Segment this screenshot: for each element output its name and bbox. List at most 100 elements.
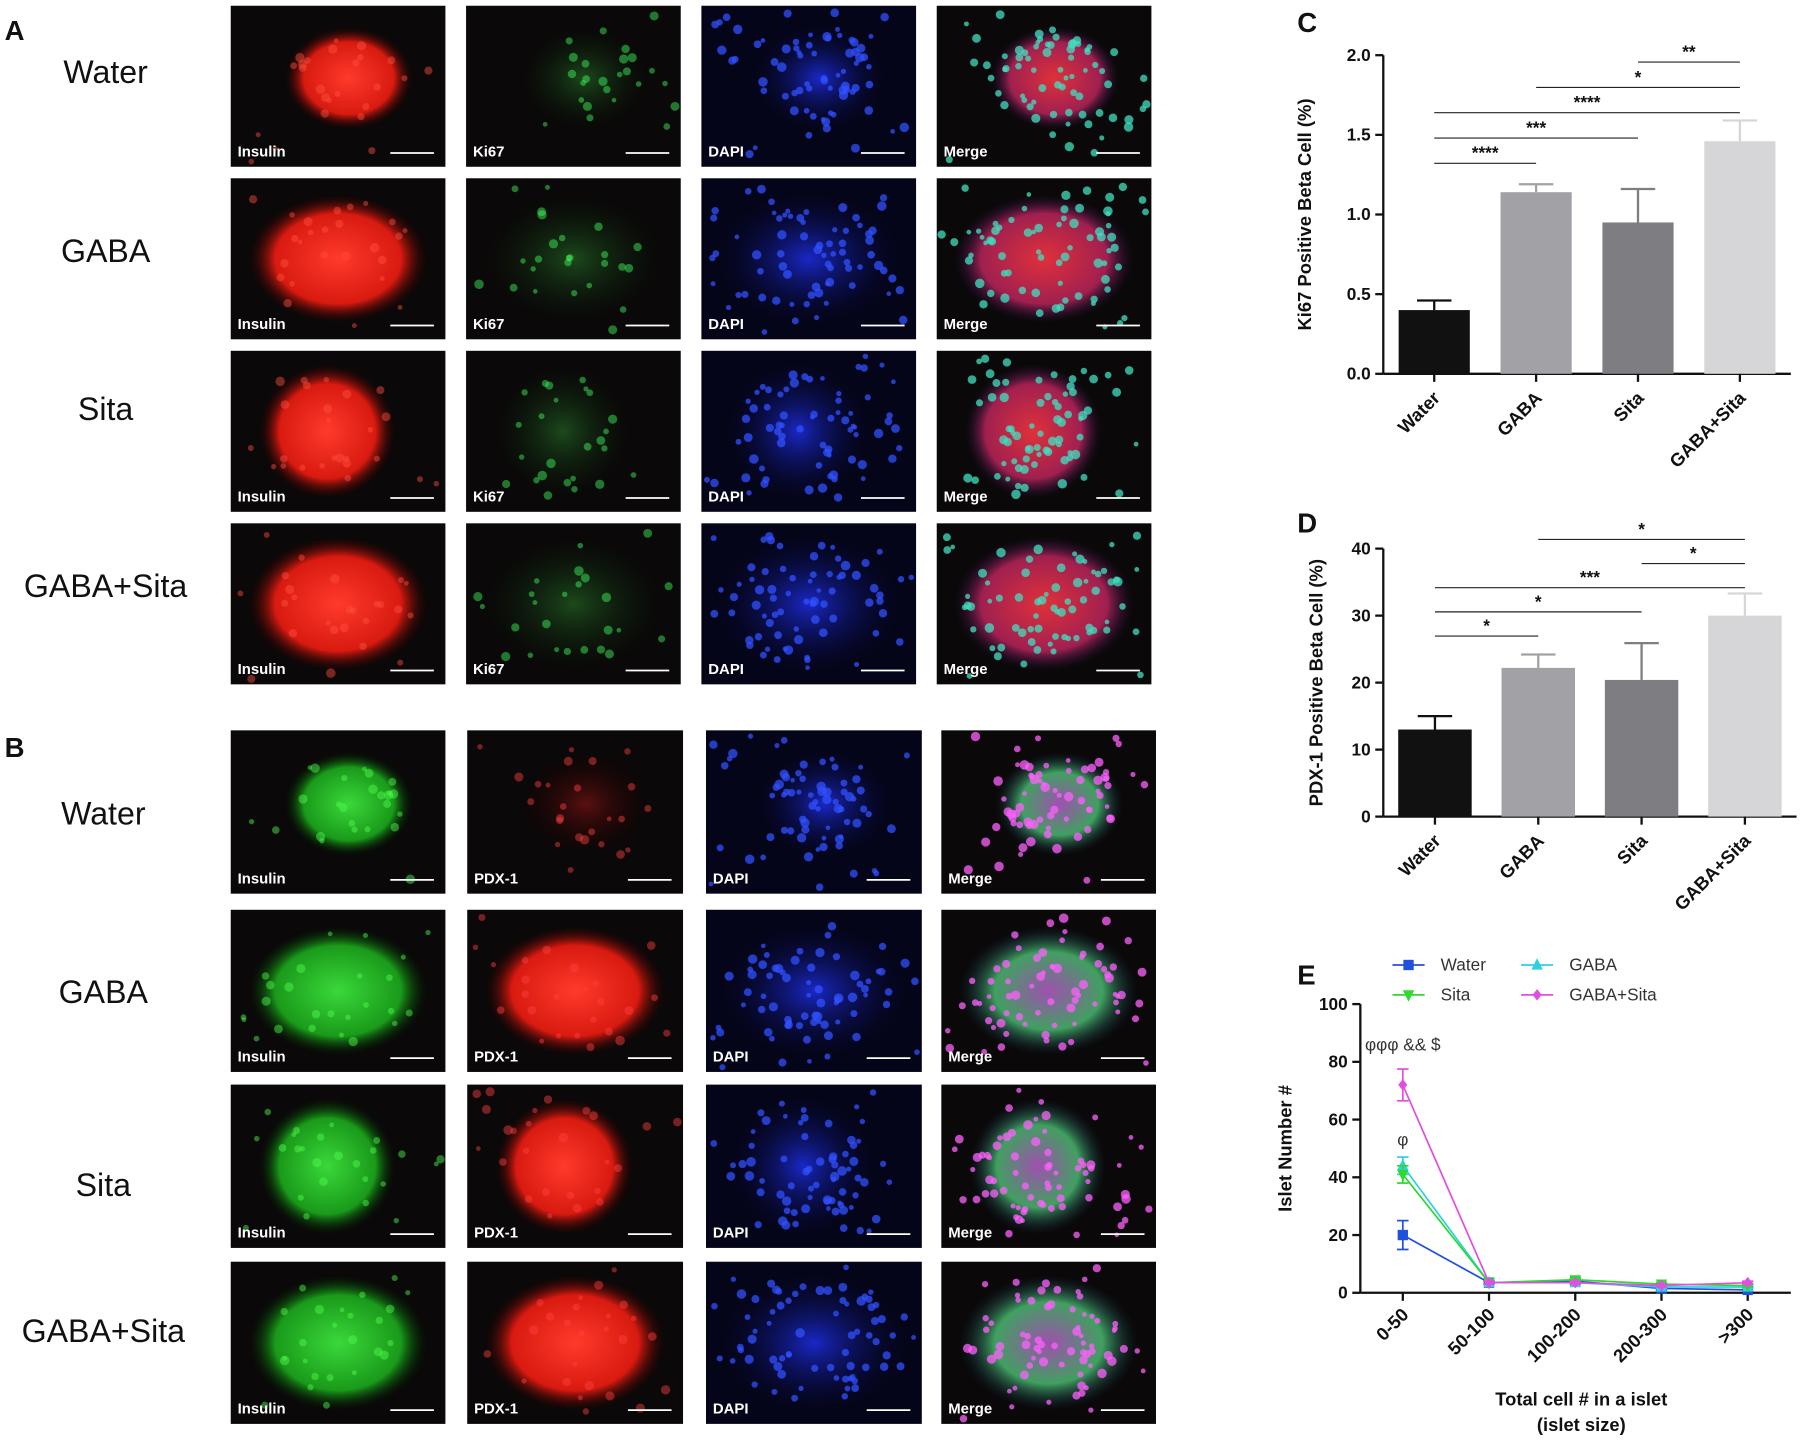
cell (407, 612, 414, 619)
cell (767, 1279, 776, 1288)
cell (1143, 1060, 1149, 1066)
cell (649, 11, 659, 21)
cell (945, 1028, 951, 1034)
cell (816, 781, 826, 792)
micrograph: Merge (936, 178, 1152, 340)
cell (1079, 950, 1087, 958)
micrograph: DAPI (705, 909, 922, 1072)
row-label: Sita (76, 1167, 131, 1203)
cell (1088, 1347, 1096, 1355)
cell (373, 455, 380, 462)
y-tick-label: 0.5 (1347, 284, 1371, 304)
cell (373, 83, 381, 91)
cell (807, 792, 814, 798)
cell (405, 1290, 411, 1296)
cell (1112, 734, 1120, 742)
cell (1080, 765, 1089, 774)
cell (582, 1106, 591, 1115)
cell (857, 222, 863, 229)
cell (1119, 1344, 1128, 1353)
cell (352, 59, 360, 67)
cell (841, 1348, 850, 1357)
cell (1138, 1144, 1144, 1150)
cell (844, 1385, 851, 1392)
cell (856, 1138, 862, 1144)
islet (284, 751, 414, 857)
cell (781, 791, 787, 798)
cell (865, 810, 872, 818)
cell (716, 19, 723, 26)
cell (1005, 1104, 1013, 1112)
cell (579, 835, 590, 845)
cell (1092, 1114, 1099, 1121)
cell (835, 26, 840, 32)
cell (400, 954, 406, 960)
cell (326, 668, 336, 678)
micrograph: PDX-1 (467, 1261, 684, 1424)
cell (972, 1195, 981, 1204)
cell (859, 1118, 866, 1125)
cell (289, 212, 295, 218)
cell (1065, 758, 1071, 763)
cell (831, 1207, 840, 1216)
cell (1019, 465, 1029, 474)
stain-label: DAPI (713, 1049, 749, 1066)
cell (1034, 29, 1044, 39)
series-line (1402, 1165, 1748, 1288)
series-line (1402, 1173, 1748, 1287)
cell (747, 1334, 757, 1344)
cell (327, 931, 333, 937)
cell (1041, 1110, 1051, 1121)
y-tick-label: 0.0 (1347, 364, 1371, 384)
cell (792, 38, 800, 46)
cell (993, 652, 1002, 661)
cell (791, 317, 799, 325)
cell (1016, 821, 1024, 829)
cell (1000, 293, 1010, 303)
cell (779, 422, 785, 429)
cell (1064, 598, 1072, 605)
cell (880, 12, 889, 22)
islet (755, 26, 884, 130)
cell (987, 598, 993, 604)
cell (769, 1355, 778, 1364)
cell (1073, 832, 1083, 841)
cell (868, 226, 877, 235)
cell (1080, 473, 1088, 481)
cell (385, 1304, 395, 1314)
cell (242, 1224, 249, 1231)
cell (966, 673, 973, 679)
cell (821, 835, 827, 841)
cell (975, 228, 982, 234)
cell (878, 942, 887, 951)
cell (975, 399, 984, 407)
cell (615, 1035, 625, 1046)
cell (738, 1160, 747, 1169)
cell (760, 87, 768, 95)
cell (709, 740, 718, 749)
cell (532, 1107, 538, 1114)
cell (553, 993, 560, 1000)
cell (240, 1014, 247, 1021)
cell (569, 963, 579, 973)
cell (777, 250, 785, 258)
cell (783, 386, 790, 393)
cell (514, 772, 524, 782)
cell (872, 629, 880, 637)
cell (1005, 992, 1013, 1000)
cell (368, 784, 378, 794)
cell (596, 997, 605, 1006)
cell (879, 1160, 887, 1168)
cell (900, 958, 910, 968)
x-tick-label: GABA (1495, 830, 1548, 883)
cell (827, 922, 837, 931)
cell (1077, 1381, 1086, 1391)
cell (1104, 973, 1114, 983)
cell (763, 951, 770, 958)
cell (321, 226, 329, 234)
cell (1115, 489, 1124, 498)
cell (914, 1049, 920, 1055)
bar (1602, 222, 1674, 374)
bar (1500, 192, 1572, 374)
cell (888, 454, 897, 463)
